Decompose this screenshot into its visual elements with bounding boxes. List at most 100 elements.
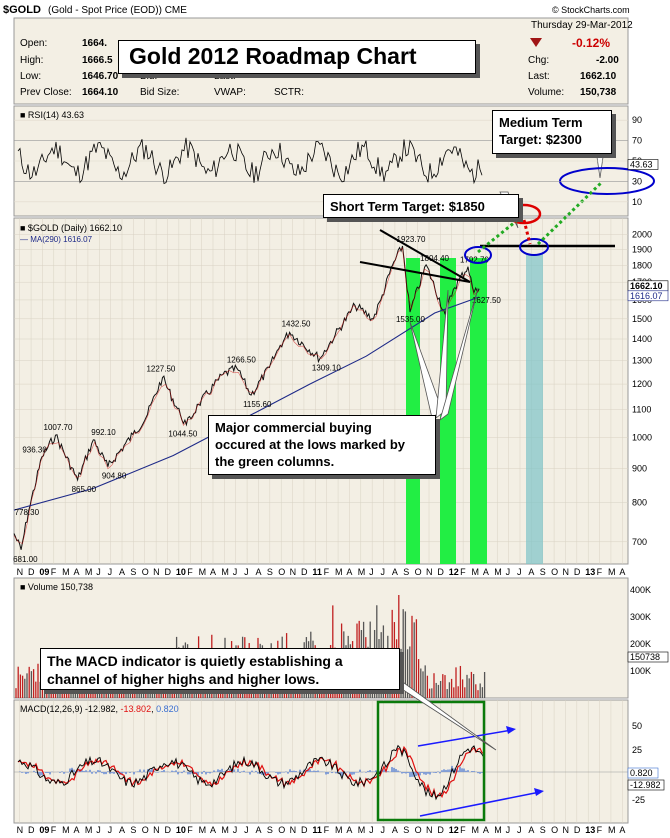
x-tick-label-bottom: A (210, 825, 216, 835)
x-tick-label-bottom: J (233, 825, 238, 835)
x-tick-label-bottom: D (301, 825, 308, 835)
price-y-tick: 1200 (632, 379, 652, 389)
projection-arrow-up-2 (536, 180, 604, 246)
x-tick-label-bottom: M (85, 825, 93, 835)
x-tick-label-top: D (574, 567, 581, 577)
commercial-pointer-2 (435, 289, 449, 419)
x-tick-label-bottom: J (96, 825, 101, 835)
macd-highlight-box (376, 700, 486, 822)
macd-y-tick: 25 (632, 745, 642, 755)
rsi-line (17, 137, 483, 185)
x-tick-label-top: M (358, 567, 366, 577)
x-tick-label-top: D (437, 567, 444, 577)
quote-date: Thursday 29-Mar-2012 (531, 20, 633, 31)
x-tick-label-bottom: O (551, 825, 558, 835)
label-volume: Volume: (528, 87, 565, 98)
value-chg: -2.00 (596, 55, 619, 66)
x-tick-label-bottom: S (403, 825, 409, 835)
x-tick-label-top: D (301, 567, 308, 577)
x-tick-label-bottom: A (392, 825, 398, 835)
x-tick-label-top: M (85, 567, 93, 577)
x-tick-label-top: F (187, 567, 193, 577)
macd-y-tick: -25 (632, 795, 645, 805)
x-tick-label-top: N (562, 567, 569, 577)
last-ma-label: 1616.07 (630, 291, 663, 301)
x-tick-label-bottom: D (574, 825, 581, 835)
medium-term-callout: Medium Term Target: $2300 (492, 110, 612, 154)
price-annotation: 1007.70 (44, 423, 73, 432)
x-tick-label-top: J (369, 567, 374, 577)
pct-change: -0.12% (572, 36, 611, 50)
label-last-left: Last: (214, 71, 236, 82)
x-tick-label-top: O (278, 567, 285, 577)
projection-column (526, 254, 543, 564)
x-tick-label-bottom: S (267, 825, 273, 835)
x-tick-label-bottom: O (415, 825, 422, 835)
x-tick-label-top: J (244, 567, 249, 577)
x-tick-label-bottom: J (108, 825, 113, 835)
commercial-line-1: Major commercial buying (215, 420, 372, 435)
rsi-y-tick: 70 (632, 136, 642, 146)
resistance-trendline (379, 229, 471, 283)
current-price-ellipse (464, 246, 492, 264)
x-tick-label-top: 10 (176, 567, 186, 577)
macd-last: -12.982 (630, 780, 661, 790)
x-tick-label-top: M (494, 567, 502, 577)
label-low: Low: (20, 71, 42, 82)
x-tick-label-bottom: J (517, 825, 522, 835)
label-last-right: Last: (528, 71, 550, 82)
price-annotation: 1535.00 (396, 315, 425, 324)
x-tick-label-top: S (267, 567, 273, 577)
x-tick-label-bottom: D (437, 825, 444, 835)
value-volume: 150,738 (580, 87, 617, 98)
x-tick-label-top: N (290, 567, 297, 577)
x-tick-label-bottom: F (187, 825, 193, 835)
x-tick-label-bottom: M (358, 825, 366, 835)
x-tick-label-top: N (426, 567, 433, 577)
price-annotation: 904.80 (102, 472, 127, 481)
macd-title-part: , (151, 704, 156, 714)
macd-note-line-1: The MACD indicator is quietly establishi… (47, 653, 343, 669)
volume-title: ■ Volume 150,738 (20, 582, 93, 592)
x-tick-label-bottom: A (74, 825, 80, 835)
x-tick-label-top: O (551, 567, 558, 577)
x-tick-label-top: A (346, 567, 352, 577)
price-annotation: 1804.40 (420, 254, 449, 263)
x-tick-label-top: J (381, 567, 386, 577)
x-tick-label-bottom: M (62, 825, 70, 835)
x-tick-label-top: S (403, 567, 409, 577)
x-tick-label-bottom: 12 (449, 825, 459, 835)
value-last: 1662.10 (580, 71, 617, 82)
x-tick-label-top: M (199, 567, 207, 577)
commercial-line-3: the green columns. (215, 454, 335, 469)
price-y-tick: 1300 (632, 356, 652, 366)
copyright: © StockCharts.com (552, 5, 630, 15)
x-tick-label-bottom: J (381, 825, 386, 835)
x-tick-label-bottom: J (506, 825, 511, 835)
green-column (406, 258, 420, 564)
label-chg: Chg: (528, 55, 550, 66)
x-tick-label-bottom: F (597, 825, 603, 835)
x-tick-label-top: A (255, 567, 261, 577)
medium-term-line-1: Medium Term (499, 115, 583, 130)
x-tick-label-bottom: N (562, 825, 569, 835)
symbol: $GOLD (3, 4, 41, 16)
x-tick-label-bottom: F (460, 825, 466, 835)
x-tick-label-top: M (221, 567, 229, 577)
x-tick-label-top: A (483, 567, 489, 577)
macd-hist-last: 0.820 (630, 768, 653, 778)
x-tick-label-bottom: S (540, 825, 546, 835)
price-annotation: 1155.60 (243, 400, 272, 409)
macd-channel-upper (417, 729, 513, 747)
x-tick-label-top: A (74, 567, 80, 577)
ma-legend: — MA(290) 1616.07 (20, 235, 93, 244)
macd-title-part: -13.802 (121, 704, 152, 714)
value-low: 1646.70 (82, 71, 119, 82)
price-y-tick: 1500 (632, 314, 652, 324)
rsi-y-tick: 90 (632, 115, 642, 125)
x-tick-label-top: A (210, 567, 216, 577)
x-tick-label-top: A (619, 567, 625, 577)
x-tick-label-top: J (233, 567, 238, 577)
value-high: 1666.5 (82, 55, 113, 66)
volume-last-tag (627, 651, 669, 663)
